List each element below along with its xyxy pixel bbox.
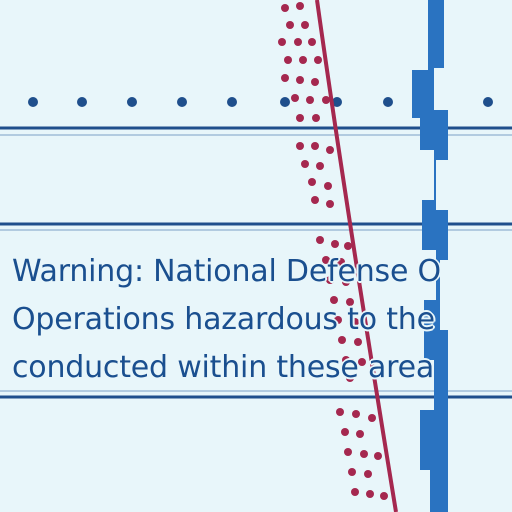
warning-line-2: Operations hazardous to the bbox=[12, 302, 435, 337]
national-defense-warning-notice: Warning: National Defense O Operations h… bbox=[12, 248, 441, 392]
blue-depth-contour-icon bbox=[412, 0, 448, 512]
maroon-dotted-band-icon bbox=[278, 0, 398, 512]
warning-line-1: Warning: National Defense O bbox=[12, 254, 441, 289]
warning-line-3: conducted within these area bbox=[12, 350, 435, 385]
